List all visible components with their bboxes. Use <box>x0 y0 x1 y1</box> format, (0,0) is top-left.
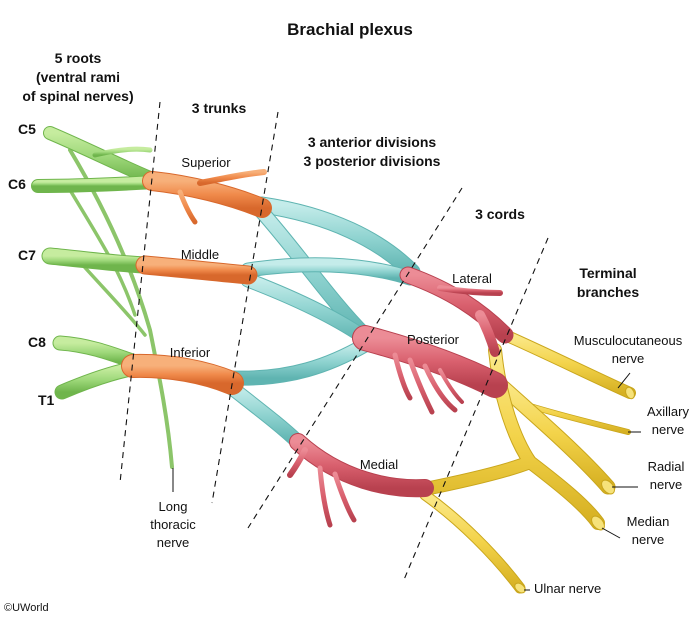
svg-text:3 posterior divisions: 3 posterior divisions <box>304 153 441 169</box>
svg-text:of spinal nerves): of spinal nerves) <box>22 88 133 104</box>
long-thoracic-nerve-label: Long thoracic nerve <box>150 499 196 550</box>
boundary-dashed-lines <box>119 101 549 583</box>
root-label-t1: T1 <box>38 392 55 408</box>
roots-header: 5 roots (ventral rami of spinal nerves) <box>22 50 133 104</box>
terminal-branch-labels: Musculocutaneous nerve Axillary nerve Ra… <box>534 333 689 596</box>
copyright-text: ©UWorld <box>4 602 49 614</box>
svg-text:nerve: nerve <box>652 422 685 437</box>
cord-label-lateral: Lateral <box>452 271 492 286</box>
root-label-c8: C8 <box>28 334 46 350</box>
ulnar-label: Ulnar nerve <box>534 581 601 596</box>
trunk-labels: Superior Middle Inferior <box>170 155 231 360</box>
root-labels: C5 C6 C7 C8 T1 <box>8 121 55 408</box>
svg-text:(ventral rami: (ventral rami <box>36 69 120 85</box>
divisions-header: 3 anterior divisions 3 posterior divisio… <box>304 134 441 169</box>
cords-header: 3 cords <box>475 206 525 222</box>
svg-text:3 anterior divisions: 3 anterior divisions <box>308 134 437 150</box>
leader-lines <box>172 372 641 591</box>
trunks-header: 3 trunks <box>192 100 247 116</box>
median-label: Median <box>627 514 670 529</box>
trunk-label-middle: Middle <box>181 247 219 262</box>
cord-label-medial: Medial <box>360 457 398 472</box>
trunk-label-superior: Superior <box>181 155 231 170</box>
svg-text:Long: Long <box>159 499 188 514</box>
terminal-branch-nerves <box>413 329 636 594</box>
cord-label-posterior: Posterior <box>407 332 460 347</box>
svg-text:nerve: nerve <box>650 477 683 492</box>
musculocutaneous-label: Musculocutaneous <box>574 333 683 348</box>
trunk-nerves <box>121 169 272 395</box>
terminal-branches-header: Terminal branches <box>577 265 639 300</box>
trunk-label-inferior: Inferior <box>170 345 211 360</box>
svg-text:thoracic: thoracic <box>150 517 196 532</box>
cord-labels: Lateral Posterior Medial <box>360 271 492 472</box>
svg-text:nerve: nerve <box>157 535 190 550</box>
root-label-c6: C6 <box>8 176 26 192</box>
cord-nerves <box>287 266 514 528</box>
svg-text:nerve: nerve <box>612 351 645 366</box>
division-nerves <box>224 196 421 450</box>
svg-text:Terminal: Terminal <box>579 265 636 281</box>
axillary-label: Axillary <box>647 404 689 419</box>
root-label-c5: C5 <box>18 121 36 137</box>
radial-label: Radial <box>648 459 685 474</box>
svg-text:5 roots: 5 roots <box>55 50 102 66</box>
svg-text:branches: branches <box>577 284 639 300</box>
root-label-c7: C7 <box>18 247 36 263</box>
diagram-title: Brachial plexus <box>287 20 413 39</box>
svg-text:nerve: nerve <box>632 532 665 547</box>
